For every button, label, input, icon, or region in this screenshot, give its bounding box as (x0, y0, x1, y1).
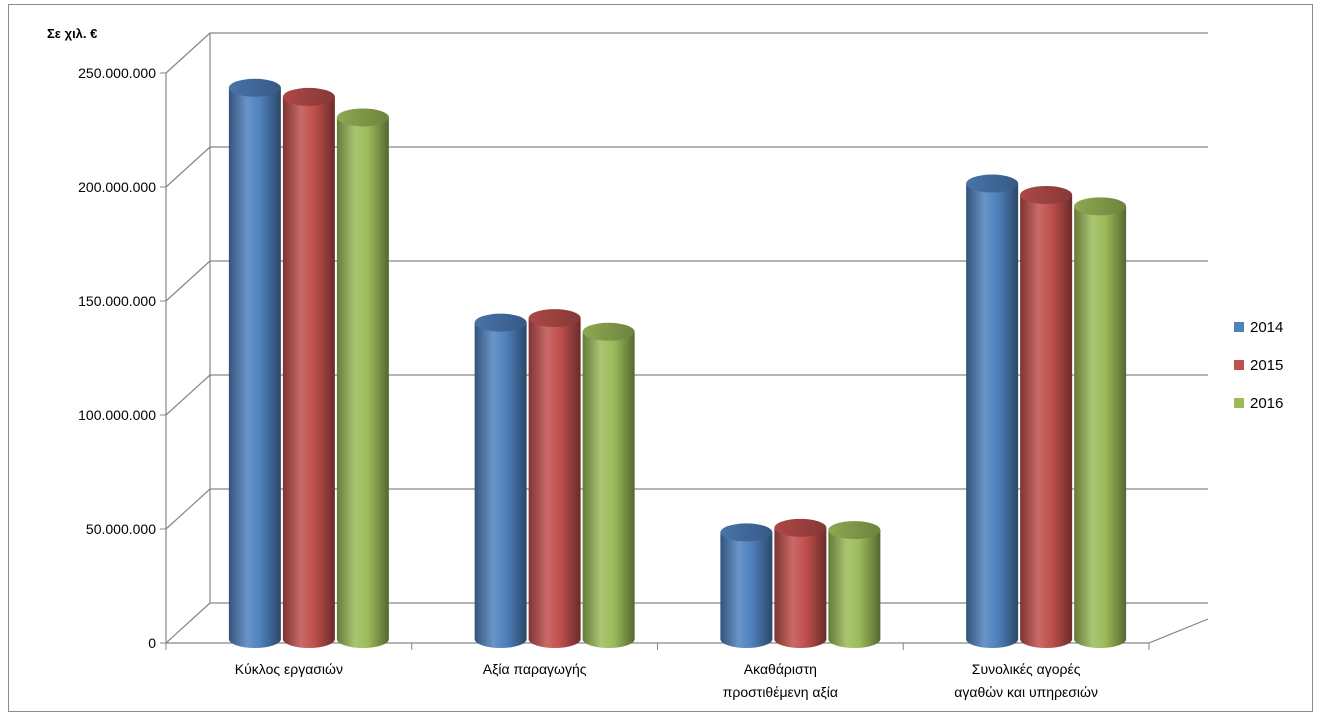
bar-top (1020, 185, 1073, 204)
x-tick-label: Συνολικές αγορές (972, 661, 1081, 677)
bar-body (282, 96, 335, 649)
bar-body (966, 183, 1019, 648)
bar (828, 521, 881, 648)
bar (282, 87, 335, 649)
x-tick-label: Αξία παραγωγής (483, 661, 587, 677)
bar-top (720, 523, 773, 542)
x-tick-label: αγαθών και υπηρεσιών (954, 684, 1098, 700)
y-tick-label: 0 (148, 635, 156, 651)
legend-swatch (1234, 322, 1244, 332)
x-tick-label: Ακαθάριστη (744, 661, 817, 677)
bar-body (774, 527, 827, 648)
y-tick-label: 250.000.000 (78, 65, 156, 81)
bar-top (1074, 197, 1127, 216)
legend-swatch (1234, 360, 1244, 370)
bar-body (582, 331, 635, 648)
unit-label: Σε χιλ. € (47, 26, 97, 41)
bar-top (336, 108, 389, 127)
x-tick-label: προστιθέμενη αξία (723, 684, 838, 700)
bar (228, 78, 281, 649)
bar-body (828, 530, 881, 648)
y-tick-label: 150.000.000 (78, 293, 156, 309)
chart-svg: Σε χιλ. € 0 50.000.000 100.000.000 150.000.… (47, 26, 1283, 700)
bar-top (282, 87, 335, 106)
legend-item: 2015 (1234, 357, 1283, 374)
bar-top (582, 322, 635, 341)
chart-frame: Σε χιλ. € 0 50.000.000 100.000.000 150.000.… (8, 4, 1313, 712)
gridline-diagonal (165, 488, 211, 530)
legend-item: 2016 (1234, 395, 1283, 412)
bar-body (1020, 194, 1073, 648)
x-tick-label: Κύκλος εργασιών (235, 661, 343, 677)
bar-body (228, 87, 281, 649)
y-tick-label: 200.000.000 (78, 179, 156, 195)
bar (336, 108, 389, 648)
y-tick-label: 50.000.000 (86, 521, 156, 537)
bar-body (720, 532, 773, 648)
bar-body (528, 318, 581, 648)
bar-body (1074, 206, 1127, 649)
bar (528, 309, 581, 648)
legend-label: 2015 (1250, 357, 1283, 374)
bar (1074, 197, 1127, 649)
bar-top (828, 521, 881, 540)
gridline-diagonal (165, 602, 211, 644)
bar (1020, 185, 1073, 648)
gridline-diagonal (165, 32, 211, 74)
y-tick-label: 100.000.000 (78, 407, 156, 423)
gridline-diagonal (165, 146, 211, 188)
bar (720, 523, 773, 648)
legend-item: 2014 (1234, 319, 1283, 336)
bar-top (774, 518, 827, 537)
bar-top (228, 78, 281, 97)
bar (474, 313, 527, 648)
bar-top (966, 174, 1019, 193)
bar-top (474, 313, 527, 332)
bar-top (528, 309, 581, 328)
gridline-diagonal (165, 260, 211, 302)
bar (582, 322, 635, 648)
gridline-diagonal (165, 374, 211, 416)
bar (966, 174, 1019, 648)
legend-swatch (1234, 398, 1244, 408)
legend-label: 2014 (1250, 319, 1283, 336)
bar (774, 518, 827, 648)
legend-label: 2016 (1250, 395, 1283, 412)
bar-body (474, 322, 527, 648)
bar-body (336, 117, 389, 648)
